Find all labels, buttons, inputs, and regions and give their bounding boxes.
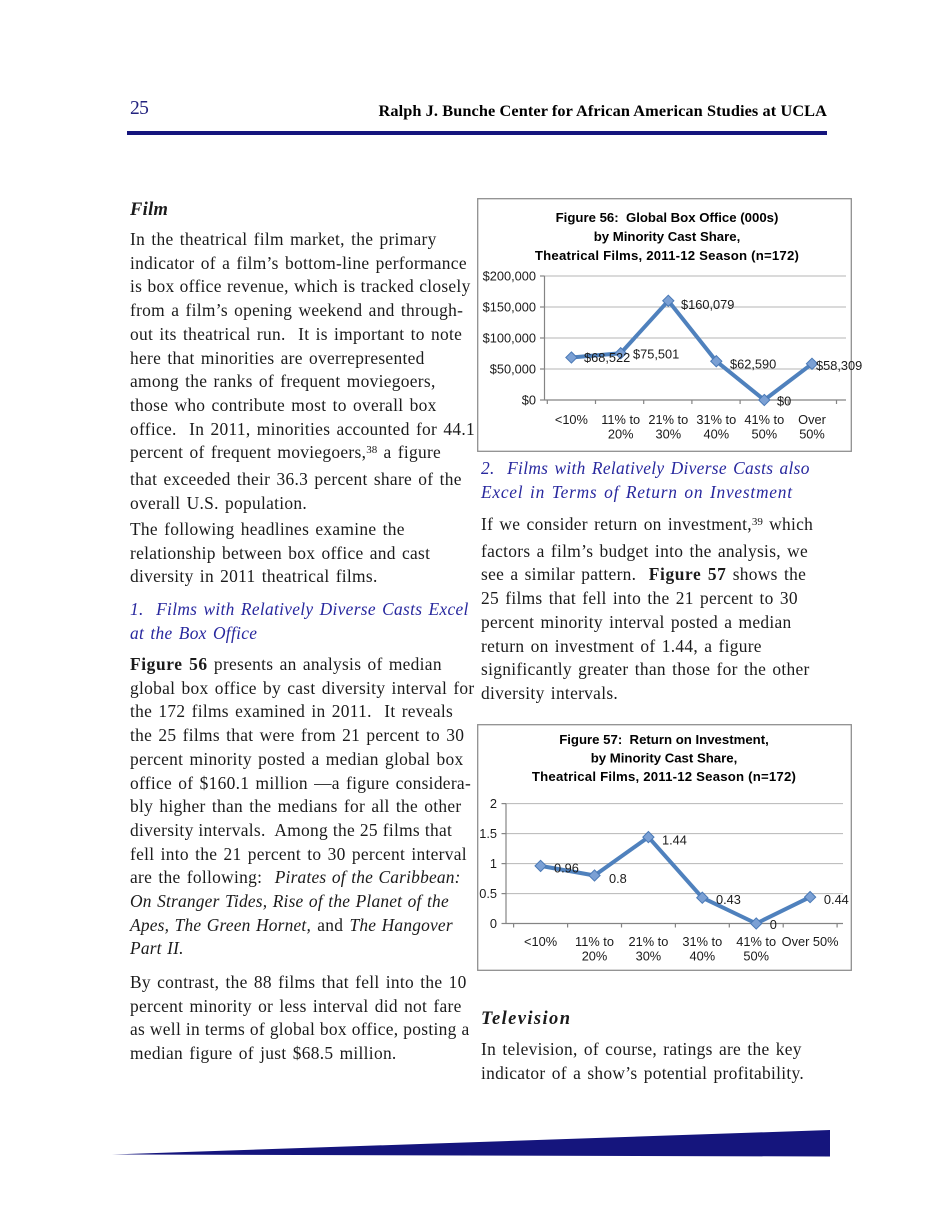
svg-text:0.5: 0.5 bbox=[479, 886, 497, 901]
svg-text:31% to: 31% to bbox=[696, 412, 736, 427]
svg-text:Figure 56: Global Box Office: Figure 56: Global Box Office (000s) bbox=[556, 210, 779, 225]
svg-text:0: 0 bbox=[490, 916, 497, 931]
svg-text:by Minority Cast Share,: by Minority Cast Share, bbox=[591, 751, 738, 766]
svg-text:$62,590: $62,590 bbox=[730, 357, 776, 372]
svg-text:$50,000: $50,000 bbox=[490, 362, 536, 377]
svg-text:50%: 50% bbox=[751, 427, 777, 442]
svg-text:41% to: 41% to bbox=[736, 934, 776, 949]
svg-text:$150,000: $150,000 bbox=[483, 300, 536, 315]
svg-text:50%: 50% bbox=[743, 949, 769, 964]
svg-text:2: 2 bbox=[490, 796, 497, 811]
svg-text:$0: $0 bbox=[777, 394, 791, 409]
svg-text:50%: 50% bbox=[799, 427, 825, 442]
svg-text:Over 50%: Over 50% bbox=[782, 934, 839, 949]
svg-text:<10%: <10% bbox=[524, 934, 557, 949]
svg-text:21% to: 21% to bbox=[648, 412, 688, 427]
svg-text:<10%: <10% bbox=[555, 412, 588, 427]
svg-text:$58,309: $58,309 bbox=[816, 358, 862, 373]
svg-text:11% to: 11% to bbox=[575, 934, 614, 949]
svg-text:20%: 20% bbox=[608, 427, 634, 442]
svg-text:30%: 30% bbox=[655, 427, 681, 442]
svg-text:$75,501: $75,501 bbox=[633, 347, 679, 362]
svg-text:20%: 20% bbox=[582, 949, 608, 964]
svg-text:41% to: 41% to bbox=[744, 412, 784, 427]
svg-text:Theatrical Films, 2011-12 Seas: Theatrical Films, 2011-12 Season (n=172) bbox=[532, 769, 796, 784]
svg-text:Figure 57: Return on Investme: Figure 57: Return on Investment, bbox=[559, 732, 769, 747]
svg-text:by Minority Cast Share,: by Minority Cast Share, bbox=[594, 229, 741, 244]
svg-text:40%: 40% bbox=[689, 949, 715, 964]
svg-text:Over: Over bbox=[798, 412, 826, 427]
svg-text:11% to: 11% to bbox=[601, 412, 640, 427]
svg-text:0.43: 0.43 bbox=[716, 892, 741, 907]
svg-text:0.8: 0.8 bbox=[609, 871, 627, 886]
svg-text:30%: 30% bbox=[636, 949, 662, 964]
svg-text:$100,000: $100,000 bbox=[483, 331, 536, 346]
svg-text:1.5: 1.5 bbox=[479, 826, 497, 841]
svg-text:1: 1 bbox=[490, 856, 497, 871]
svg-text:31% to: 31% to bbox=[682, 934, 722, 949]
svg-text:0: 0 bbox=[770, 917, 777, 932]
svg-text:$68,522: $68,522 bbox=[584, 350, 630, 365]
svg-text:Theatrical Films, 2011-12 Seas: Theatrical Films, 2011-12 Season (n=172) bbox=[535, 248, 799, 263]
svg-text:1.44: 1.44 bbox=[662, 833, 687, 848]
svg-text:0.44: 0.44 bbox=[824, 892, 849, 907]
svg-text:21% to: 21% to bbox=[628, 934, 668, 949]
svg-text:40%: 40% bbox=[703, 427, 729, 442]
svg-text:$160,079: $160,079 bbox=[681, 297, 734, 312]
svg-text:0.96: 0.96 bbox=[554, 861, 579, 876]
svg-text:$0: $0 bbox=[522, 393, 536, 408]
svg-text:$200,000: $200,000 bbox=[483, 269, 536, 284]
